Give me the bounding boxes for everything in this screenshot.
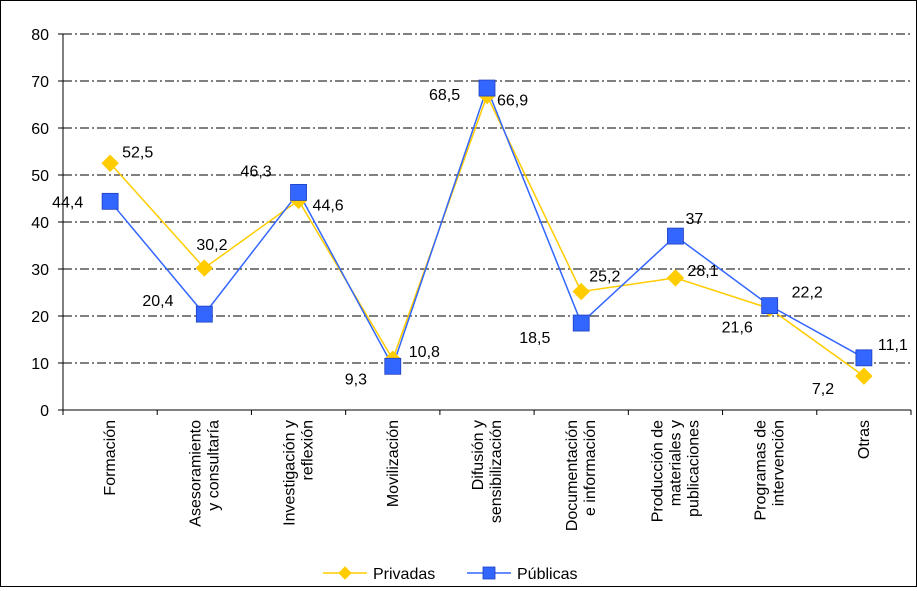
data-label: 44,4 (52, 194, 83, 211)
x-category-label-line: Difusión y (470, 420, 487, 490)
series-layer (101, 79, 873, 385)
y-tick-label: 30 (31, 262, 49, 279)
x-category-label-line: e información (582, 420, 599, 516)
x-category-label-line: Movilización (385, 420, 402, 507)
y-tick-label: 40 (31, 215, 49, 232)
data-label: 68,5 (429, 87, 460, 104)
y-tick-label: 10 (31, 356, 49, 373)
legend-label: Públicas (517, 566, 577, 583)
data-label: 37 (685, 211, 703, 228)
x-category-label-line: intervención (771, 420, 788, 506)
x-category-label-line: publicaciones (685, 420, 702, 517)
x-category-label-line: sensibilización (488, 420, 505, 523)
data-label: 66,9 (497, 93, 528, 110)
point-marker (101, 154, 119, 172)
x-category-label-line: Formación (102, 420, 119, 496)
data-label: 30,2 (196, 237, 227, 254)
data-label: 21,6 (722, 319, 753, 336)
data-label: 7,2 (812, 381, 834, 398)
x-category-label: Asesoramientoy consultaría (187, 420, 222, 527)
x-category-label-line: Investigación y (282, 420, 299, 526)
y-tick-label: 0 (40, 403, 49, 420)
x-category-label-line: reflexión (300, 420, 317, 480)
data-label: 11,1 (878, 337, 908, 354)
data-label: 9,3 (345, 371, 367, 388)
x-category-label: Investigación yreflexión (282, 420, 317, 526)
x-category-label-line: Producción de (649, 420, 666, 522)
y-tick-label: 50 (31, 168, 49, 185)
point-marker (384, 357, 402, 375)
point-marker (667, 227, 684, 245)
point-marker (101, 192, 119, 210)
data-label: 52,5 (122, 144, 153, 161)
point-marker (855, 367, 873, 385)
point-marker (572, 314, 590, 332)
point-marker (761, 297, 779, 315)
point-marker (572, 282, 590, 301)
legend: Privadas Públicas (323, 566, 577, 583)
x-category-label: Programas deintervención (753, 420, 788, 521)
data-label: 25,2 (589, 269, 620, 286)
x-axis-categories: Formación Asesoramientoy consultaría Inves… (102, 420, 873, 531)
legend-marker (482, 566, 496, 580)
data-label: 20,4 (142, 293, 173, 310)
legend-label: Privadas (373, 566, 435, 583)
data-label: 44,6 (313, 197, 344, 214)
y-tick-label: 80 (31, 27, 49, 44)
data-label: 22,2 (792, 285, 823, 302)
x-category-label: Otras (856, 420, 873, 459)
point-marker (478, 79, 496, 97)
data-label: 46,3 (241, 163, 272, 180)
x-category-label: Formación (102, 420, 119, 496)
x-category-label-line: y consultaría (205, 420, 222, 511)
x-category-label-line: Asesoramiento (187, 420, 204, 527)
y-tick-label: 70 (31, 74, 49, 91)
x-category-label-line: materiales y (667, 420, 684, 506)
point-marker (666, 269, 685, 287)
data-label: 28,1 (687, 263, 718, 280)
legend-marker (338, 566, 352, 580)
data-label: 18,5 (519, 330, 550, 347)
x-category-label: Difusión ysensibilización (470, 420, 505, 523)
x-category-label: Documentacióne información (564, 420, 599, 531)
y-tick-label: 20 (31, 309, 49, 326)
y-tick-label: 60 (31, 121, 49, 138)
point-marker (855, 349, 873, 367)
x-category-label: Movilización (385, 420, 402, 507)
point-marker (290, 183, 307, 201)
x-category-label: Producción demateriales ypublicaciones (649, 420, 702, 522)
point-marker (195, 305, 213, 323)
point-marker (195, 259, 214, 277)
data-labels: 52,5 30,2 44,6 10,8 66,9 25,2 28,1 21,6 7,2 44,4 2… (52, 87, 908, 398)
x-category-label-line: Documentación (564, 420, 581, 531)
x-category-label-line: Programas de (753, 420, 770, 521)
data-label: 10,8 (409, 344, 440, 361)
x-category-label-line: Otras (856, 420, 873, 459)
y-axis-ticks: 0 10 20 30 40 50 60 70 80 (31, 27, 63, 420)
